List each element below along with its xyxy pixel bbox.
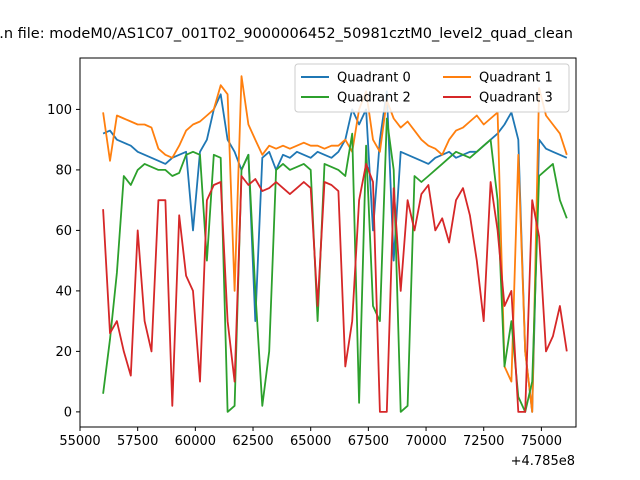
- legend-label-quadrant-2: Quadrant 2: [337, 91, 411, 106]
- plot-area: [79, 57, 577, 428]
- plot-frame: [79, 57, 577, 428]
- x-tick-label: 57500: [117, 434, 158, 449]
- y-tick-label: 60: [55, 224, 72, 239]
- x-tick-label: 55000: [59, 434, 100, 449]
- x-tick-label: 60000: [175, 434, 216, 449]
- x-tick-label: 72500: [463, 434, 504, 449]
- x-tick-label: 62500: [232, 434, 273, 449]
- y-tick-label: 100: [47, 103, 72, 118]
- legend: Quadrant 0 Quadrant 1 Quadrant 2 Quadrant 3: [294, 63, 570, 113]
- legend-label-quadrant-1: Quadrant 1: [479, 71, 553, 86]
- y-tick-label: 20: [55, 345, 72, 360]
- legend-box: [294, 63, 570, 113]
- series-line-quadrant-2: [102, 117, 568, 413]
- x-tick-label: 65000: [290, 434, 331, 449]
- series-line-quadrant-1: [102, 75, 568, 413]
- x-tick-label: 70000: [405, 434, 446, 449]
- x-tick-label: 75000: [521, 434, 562, 449]
- x-offset-label: +4.785e8: [511, 454, 575, 469]
- chart-title: ...n file: modeM0/AS1C07_001T02_90000064…: [0, 26, 573, 42]
- y-axis: 0 20 40 60 80 100: [47, 103, 80, 420]
- series-line-quadrant-3: [102, 162, 568, 413]
- x-tick-label: 67500: [348, 434, 389, 449]
- x-axis: 55000 57500 60000 62500 65000 67500 70000 72500…: [59, 427, 562, 449]
- y-tick-label: 80: [55, 163, 72, 178]
- y-tick-label: 40: [55, 284, 72, 299]
- legend-label-quadrant-0: Quadrant 0: [337, 71, 411, 86]
- y-tick-label: 0: [64, 405, 72, 420]
- legend-label-quadrant-3: Quadrant 3: [479, 91, 553, 106]
